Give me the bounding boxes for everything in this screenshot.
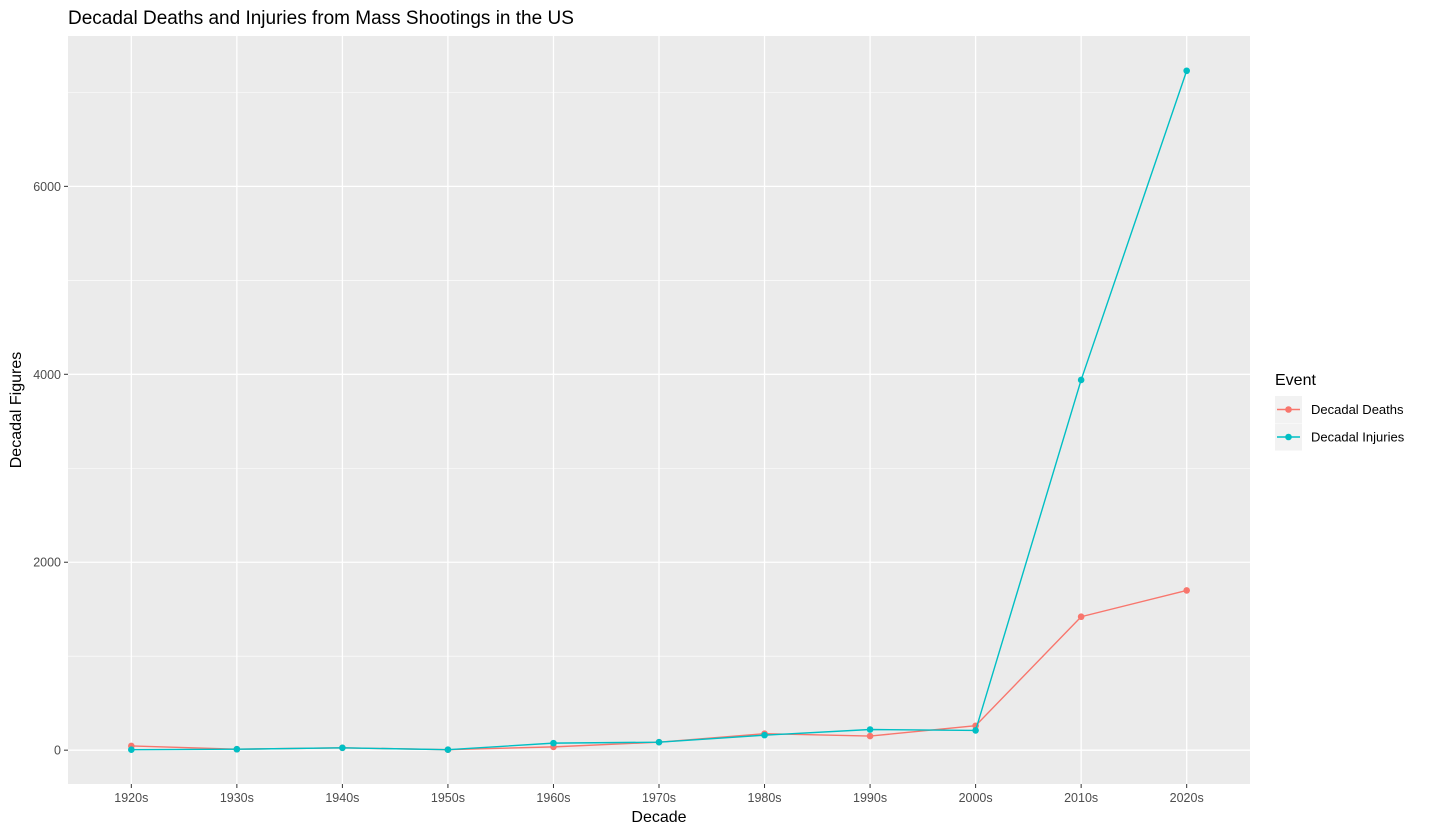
decadal-injuries-point xyxy=(866,726,874,733)
decadal-injuries-point xyxy=(972,727,979,734)
legend-title: Event xyxy=(1275,372,1316,389)
decadal-injuries-point xyxy=(761,731,768,739)
legend: Event Decadal Deaths Decadal Injuries xyxy=(1275,372,1405,451)
y-axis: 0 2000 4000 6000 xyxy=(33,180,68,758)
decadal-injuries-point xyxy=(444,746,452,754)
major-gridlines xyxy=(68,36,1250,784)
decadal-injuries-point xyxy=(339,744,346,752)
x-tick-label: 2010s xyxy=(1064,791,1098,805)
x-tick-label: 1920s xyxy=(114,791,148,805)
x-tick-label: 2000s xyxy=(959,791,993,805)
x-tick-label: 1930s xyxy=(220,791,254,805)
series-layer xyxy=(128,67,1190,754)
decadal-injuries-point xyxy=(128,746,135,754)
x-axis: 1920s 1930s 1940s 1950s 1960s 1970s 1980s 1990s… xyxy=(114,784,1204,805)
x-tick-label: 1950s xyxy=(431,791,465,805)
legend-items: Decadal Deaths Decadal Injuries xyxy=(1275,396,1405,451)
legend-key-point xyxy=(1285,406,1292,413)
y-tick-label: 4000 xyxy=(33,368,61,382)
decadal-injuries-point xyxy=(1183,67,1190,75)
y-tick-label: 6000 xyxy=(33,180,61,194)
x-tick-label: 2020s xyxy=(1170,791,1204,805)
decadal-deaths-point xyxy=(1183,587,1190,594)
decadal-deaths-point xyxy=(866,732,874,740)
x-tick-label: 1960s xyxy=(536,791,570,805)
decadal-injuries-point xyxy=(233,745,241,753)
x-tick-label: 1970s xyxy=(642,791,676,805)
legend-item-decadal-deaths: Decadal Deaths xyxy=(1275,396,1404,423)
y-axis-title: Decadal Figures xyxy=(8,352,25,469)
legend-label: Decadal Injuries xyxy=(1311,430,1405,445)
x-tick-label: 1990s xyxy=(853,791,887,805)
legend-key-point xyxy=(1285,433,1292,441)
decadal-injuries-point xyxy=(1077,376,1085,384)
y-tick-label: 0 xyxy=(54,744,61,758)
y-tick-label: 2000 xyxy=(33,556,61,570)
legend-item-decadal-injuries: Decadal Injuries xyxy=(1275,423,1405,451)
x-tick-label: 1980s xyxy=(748,791,782,805)
decadal-injuries-point xyxy=(655,738,663,746)
decadal-injuries-point xyxy=(550,739,557,747)
x-axis-title: Decade xyxy=(631,809,686,826)
decadal-deaths-point xyxy=(1077,613,1085,621)
x-tick-label: 1940s xyxy=(325,791,359,805)
series-decadal-injuries xyxy=(128,67,1190,754)
chart-title: Decadal Deaths and Injuries from Mass Sh… xyxy=(68,8,574,29)
legend-label: Decadal Deaths xyxy=(1311,402,1404,417)
